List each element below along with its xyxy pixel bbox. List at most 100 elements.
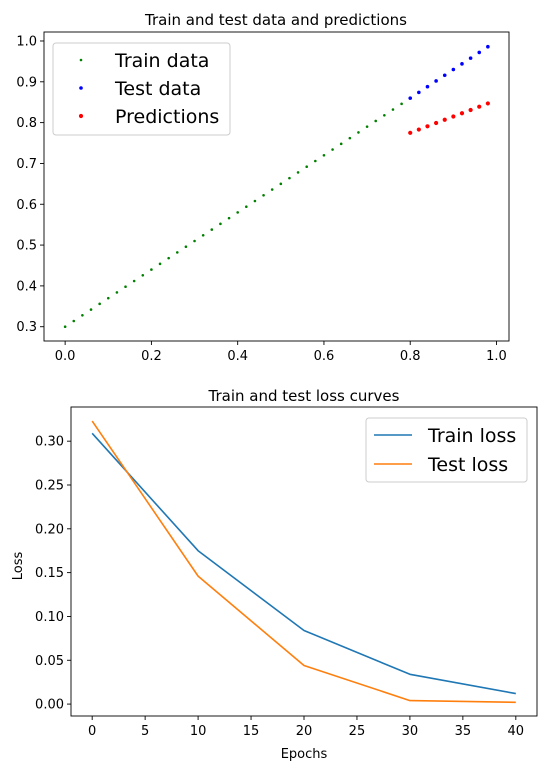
train-data-point [175,251,179,254]
test-data-point [460,62,464,66]
predictions-point [408,130,413,135]
train-data-point [400,102,403,106]
x-axis-ticks: 0.0 0.2 0.4 0.6 0.8 1.0 [55,341,507,364]
predictions-point [451,114,456,119]
y-tick-label: 0.00 [35,698,64,713]
predictions-point [485,101,490,106]
legend-label: Test data [114,78,201,100]
train-data-point [365,125,369,129]
y-axis-ticks: 0.00 0.05 0.10 0.15 0.20 0.25 0.30 [35,435,71,713]
train-data-point [253,199,257,203]
y-tick-label: 0.10 [35,610,64,625]
predictions-point [477,104,482,109]
x-tick-label: 35 [455,724,472,739]
train-data-point [81,313,84,317]
train-data-point [245,205,248,209]
y-tick-label: 0.6 [16,198,37,213]
x-tick-label: 5 [141,724,149,739]
x-tick-label: 0.2 [141,349,162,364]
train-data-point [374,119,378,123]
train-data-point [288,176,291,180]
train-data-point [193,239,196,243]
train-data-point [348,136,352,140]
train-data-point [201,233,205,237]
train-data-point [322,153,326,157]
legend-box [52,42,231,136]
x-tick-label: 1.0 [486,349,507,364]
y-tick-label: 0.9 [16,75,37,90]
train-data-point [115,291,119,294]
x-tick-label: 0 [88,724,96,739]
train-data-point [150,268,153,271]
train-data-point [124,285,127,289]
train-data-point [339,142,343,146]
test-data-point [442,73,447,78]
test-data-point [434,79,438,83]
train-data-point [270,188,274,191]
train-data-point [98,302,101,306]
data-predictions-chart: Train and test data and predictions 0.0 0… [16,11,510,364]
legend: Train loss Test loss [365,417,528,483]
y-tick-label: 0.30 [35,435,64,450]
train-data-point [184,245,188,249]
y-tick-label: 0.5 [16,239,37,254]
predictions-point [434,120,439,126]
legend-label: Test loss [427,454,508,476]
test-data-point [477,50,482,55]
train-data-point [391,108,395,111]
test-data-series [408,44,490,100]
test-loss-line [91,420,516,704]
x-tick-label: 0.0 [55,349,76,364]
test-data-point [417,90,421,95]
predictions-point [425,124,430,129]
train-data-point [383,113,386,117]
train-data-point [210,228,214,231]
test-data-point [486,44,490,49]
x-tick-label: 10 [190,724,207,739]
chart-title: Train and test data and predictions [144,11,407,29]
y-tick-label: 0.15 [35,566,64,581]
train-data-point [236,211,239,214]
legend-label: Train loss [427,425,516,447]
x-tick-label: 40 [508,724,525,739]
plot-frame [70,406,538,717]
train-data-point [167,256,170,260]
train-data-point [314,159,317,163]
x-tick-label: 15 [243,724,260,739]
test-data-point [468,56,473,60]
x-tick-label: 25 [349,724,366,739]
train-data-point [296,171,300,174]
legend: Train data Test data Predictions [52,42,231,136]
test-data-point [408,96,413,100]
y-tick-label: 0.8 [16,116,37,131]
predictions-series [408,101,490,135]
train-data-point [89,308,93,311]
train-data-point [279,182,283,186]
x-tick-label: 20 [296,724,313,739]
train-data-point [262,193,265,197]
train-data-point [227,216,231,220]
y-axis-ticks: 0.3 0.4 0.5 0.6 0.7 0.8 0.9 1.0 [16,34,44,335]
y-tick-label: 1.0 [16,34,37,49]
x-tick-label: 30 [402,724,419,739]
predictions-point [442,117,447,122]
train-data-point [158,262,162,266]
train-data-point [132,279,136,283]
train-loss-line [91,432,516,695]
train-data-point [305,165,308,169]
y-tick-label: 0.20 [35,522,64,537]
train-data-point [357,131,360,134]
predictions-point [468,107,473,113]
train-data-point [63,325,67,329]
y-tick-label: 0.7 [16,157,37,172]
y-axis-label: Loss [11,552,26,581]
y-tick-label: 0.3 [16,320,37,335]
test-data-point [425,84,430,89]
x-tick-label: 0.6 [314,349,335,364]
train-data-point [141,273,145,277]
legend-label: Train data [114,50,209,72]
y-tick-label: 0.05 [35,654,64,669]
test-data-point [451,67,456,72]
x-axis-ticks: 0 5 10 15 20 25 30 35 40 [88,716,524,739]
